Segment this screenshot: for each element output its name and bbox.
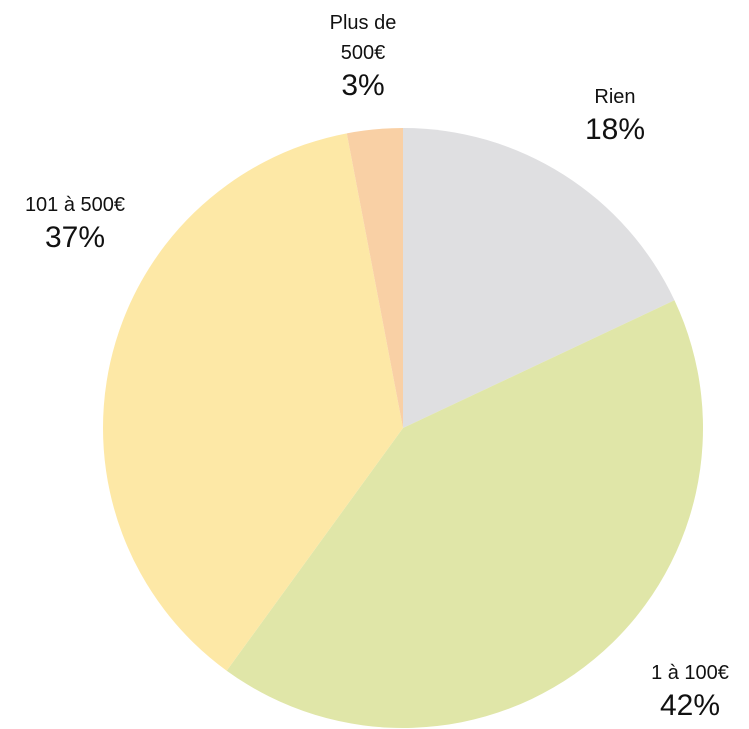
slice-label: 101 à 500€ 37%	[0, 190, 150, 256]
value-label: 3%	[341, 69, 385, 102]
pie-slice	[346, 128, 403, 428]
slice-label: 1 à 100€ 42%	[630, 658, 749, 724]
pie-slice	[226, 300, 703, 728]
pie-slice	[403, 128, 675, 428]
value-label: 42%	[659, 689, 721, 722]
pie-slice	[103, 133, 403, 671]
category-label: 1 à 100€	[651, 662, 729, 684]
slice-label: Rien 18%	[555, 82, 675, 148]
category-label: Plus de 500€	[329, 12, 397, 64]
value-label: 37%	[44, 221, 106, 254]
slice-label: Plus de 500€ 3%	[318, 8, 408, 104]
value-label: 18%	[584, 113, 646, 146]
category-label: 101 à 500€	[24, 194, 126, 216]
category-label: Rien	[594, 86, 636, 108]
